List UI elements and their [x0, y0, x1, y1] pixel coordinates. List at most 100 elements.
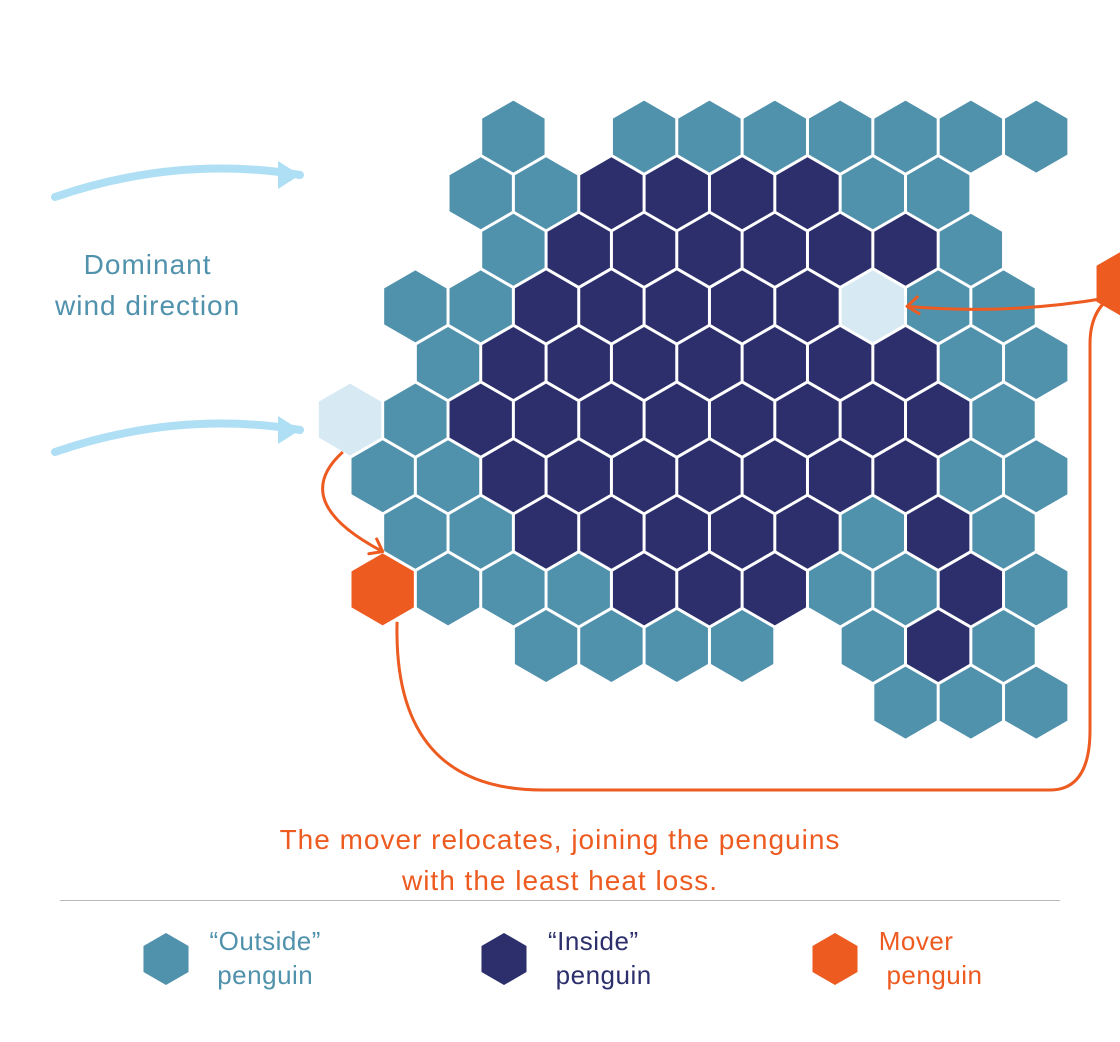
hex-inside: [515, 384, 577, 456]
hex-outside: [842, 157, 904, 229]
hex-outside: [646, 610, 708, 682]
hex-outside: [940, 327, 1002, 399]
hex-inside: [744, 214, 806, 286]
hex-outside: [1005, 101, 1067, 173]
hex-empty: [319, 384, 381, 456]
hex-inside: [613, 214, 675, 286]
hex-outside: [482, 101, 544, 173]
hex-outside: [515, 610, 577, 682]
hex-inside: [482, 440, 544, 512]
hex-outside: [352, 440, 414, 512]
hex-outside: [384, 497, 446, 569]
legend: “Outside” penguin “Inside” penguin Mover p…: [60, 900, 1060, 993]
hex-inside: [711, 384, 773, 456]
hex-outside: [842, 610, 904, 682]
hex-inside: [613, 440, 675, 512]
penguin-huddle-diagram: [0, 0, 1120, 800]
hex-inside: [678, 440, 740, 512]
hex-inside: [613, 553, 675, 625]
hex-outside: [809, 553, 871, 625]
hex-outside: [515, 157, 577, 229]
hex-inside: [711, 157, 773, 229]
wind-arrowhead: [278, 161, 300, 189]
legend-hex-icon: [143, 933, 188, 985]
hex-inside: [678, 553, 740, 625]
hex-inside: [678, 214, 740, 286]
hex-inside: [907, 610, 969, 682]
hex-inside: [776, 384, 838, 456]
hex-outside: [842, 497, 904, 569]
hex-inside: [744, 440, 806, 512]
hex-inside: [646, 270, 708, 342]
hex-outside: [678, 101, 740, 173]
legend-item: Mover penguin: [807, 925, 983, 993]
hex-inside: [711, 270, 773, 342]
wind-arrowhead: [278, 416, 300, 444]
hex-inside: [907, 384, 969, 456]
legend-item: “Inside” penguin: [476, 925, 652, 993]
hex-inside: [580, 157, 642, 229]
hex-outside: [417, 440, 479, 512]
hex-outside: [874, 553, 936, 625]
hex-inside: [874, 327, 936, 399]
legend-item: “Outside” penguin: [138, 925, 321, 993]
hex-inside: [646, 497, 708, 569]
hex-outside: [613, 101, 675, 173]
hex-inside: [776, 157, 838, 229]
hex-inside: [809, 214, 871, 286]
hex-outside: [450, 270, 512, 342]
hex-outside: [450, 157, 512, 229]
hex-inside: [646, 157, 708, 229]
hex-outside: [1005, 327, 1067, 399]
hex-inside: [809, 327, 871, 399]
legend-label: “Outside” penguin: [210, 925, 321, 993]
hex-outside: [940, 667, 1002, 739]
hex-outside: [972, 497, 1034, 569]
hex-outside: [580, 610, 642, 682]
hex-inside: [548, 327, 610, 399]
hex-inside: [482, 327, 544, 399]
hex-mover: [352, 553, 414, 625]
hex-outside: [417, 553, 479, 625]
hex-inside: [515, 270, 577, 342]
hex-outside: [907, 157, 969, 229]
legend-hex-icon: [481, 933, 526, 985]
hex-inside: [646, 384, 708, 456]
hex-outside: [940, 440, 1002, 512]
hex-inside: [842, 384, 904, 456]
hex-inside: [580, 270, 642, 342]
mover-caption: The mover relocates, joining the penguin…: [0, 820, 1120, 901]
hex-inside: [515, 497, 577, 569]
legend-hex-icon: [812, 933, 857, 985]
hex-outside: [874, 667, 936, 739]
hex-outside: [940, 101, 1002, 173]
hex-inside: [580, 497, 642, 569]
legend-divider: [60, 900, 1060, 901]
hex-outside: [384, 270, 446, 342]
hex-outside: [711, 610, 773, 682]
hex-outside: [874, 101, 936, 173]
hex-inside: [548, 214, 610, 286]
hex-inside: [613, 327, 675, 399]
hex-outside: [940, 214, 1002, 286]
hex-outside: [384, 384, 446, 456]
hex-outside: [482, 214, 544, 286]
hex-outside: [1005, 553, 1067, 625]
legend-label: Mover penguin: [879, 925, 983, 993]
wind-direction-label: Dominantwind direction: [55, 245, 240, 326]
hex-inside: [580, 384, 642, 456]
hex-inside: [548, 440, 610, 512]
hex-inside: [874, 214, 936, 286]
hex-inside: [744, 327, 806, 399]
legend-label: “Inside” penguin: [548, 925, 652, 993]
wind-arrow: [55, 169, 300, 197]
hex-outside: [548, 553, 610, 625]
hex-inside: [874, 440, 936, 512]
hex-inside: [450, 384, 512, 456]
hex-empty: [842, 270, 904, 342]
hex-inside: [776, 270, 838, 342]
hex-outside: [417, 327, 479, 399]
hex-inside: [744, 553, 806, 625]
wind-arrow: [55, 424, 300, 452]
hex-outside: [450, 497, 512, 569]
